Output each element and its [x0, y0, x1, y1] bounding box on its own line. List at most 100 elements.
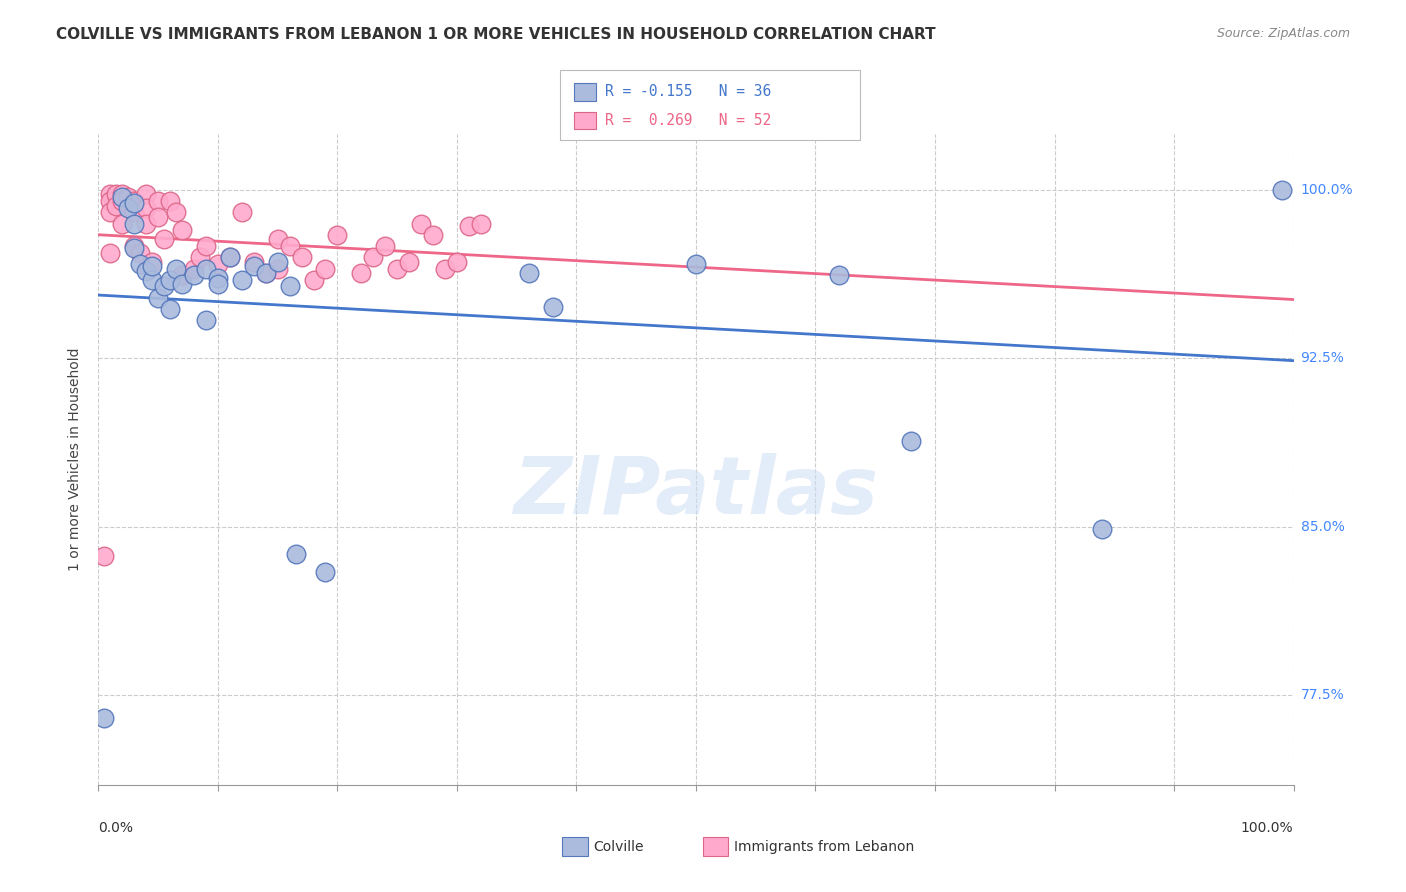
- Text: 100.0%: 100.0%: [1301, 183, 1353, 197]
- Point: [541, 300, 564, 314]
- Text: COLVILLE VS IMMIGRANTS FROM LEBANON 1 OR MORE VEHICLES IN HOUSEHOLD CORRELATION : COLVILLE VS IMMIGRANTS FROM LEBANON 1 OR…: [56, 27, 936, 42]
- Point: [900, 434, 922, 449]
- Point: [141, 273, 163, 287]
- Point: [141, 260, 163, 274]
- Text: 92.5%: 92.5%: [1301, 351, 1344, 366]
- Point: [315, 261, 337, 276]
- Point: [165, 261, 187, 276]
- Point: [284, 547, 307, 561]
- Point: [93, 710, 115, 724]
- Point: [135, 217, 157, 231]
- Point: [105, 187, 128, 202]
- Point: [194, 313, 217, 327]
- Point: [685, 257, 707, 271]
- Point: [98, 245, 122, 260]
- Point: [117, 189, 139, 203]
- Point: [93, 549, 115, 563]
- Point: [159, 301, 181, 316]
- Point: [135, 187, 157, 202]
- Point: [194, 261, 217, 276]
- Text: R = -0.155   N = 36: R = -0.155 N = 36: [605, 85, 770, 99]
- Text: 100.0%: 100.0%: [1241, 821, 1294, 835]
- Point: [315, 565, 337, 579]
- Point: [219, 250, 242, 264]
- Point: [124, 241, 146, 255]
- Point: [267, 232, 290, 246]
- Point: [267, 254, 290, 268]
- Text: ZIPatlas: ZIPatlas: [513, 453, 879, 531]
- Text: Source: ZipAtlas.com: Source: ZipAtlas.com: [1216, 27, 1350, 40]
- Point: [207, 257, 229, 271]
- Point: [124, 194, 146, 209]
- Point: [111, 189, 134, 203]
- Point: [470, 217, 492, 231]
- Point: [159, 194, 181, 209]
- Text: R =  0.269   N = 52: R = 0.269 N = 52: [605, 113, 770, 128]
- Point: [243, 260, 266, 274]
- Point: [302, 273, 325, 287]
- Point: [433, 261, 456, 276]
- Point: [231, 273, 253, 287]
- Point: [148, 210, 170, 224]
- Point: [111, 187, 134, 202]
- Point: [194, 239, 217, 253]
- Point: [188, 250, 211, 264]
- Point: [148, 291, 170, 305]
- Point: [98, 187, 122, 202]
- Point: [517, 266, 540, 280]
- Point: [135, 264, 157, 278]
- Point: [326, 227, 349, 242]
- Point: [267, 261, 290, 276]
- Point: [172, 277, 194, 292]
- Point: [117, 201, 139, 215]
- Point: [350, 266, 373, 280]
- Point: [254, 266, 277, 280]
- Point: [458, 219, 481, 233]
- Point: [111, 194, 134, 209]
- Point: [374, 239, 396, 253]
- Text: Immigrants from Lebanon: Immigrants from Lebanon: [734, 839, 914, 854]
- Point: [254, 266, 277, 280]
- Point: [231, 205, 253, 219]
- Point: [159, 273, 181, 287]
- Point: [105, 199, 128, 213]
- Point: [422, 227, 444, 242]
- Point: [124, 205, 146, 219]
- Point: [207, 270, 229, 285]
- Y-axis label: 1 or more Vehicles in Household: 1 or more Vehicles in Household: [69, 348, 83, 571]
- Point: [219, 250, 242, 264]
- Text: 0.0%: 0.0%: [98, 821, 134, 835]
- Point: [124, 196, 146, 211]
- Point: [398, 254, 420, 268]
- Text: 85.0%: 85.0%: [1301, 520, 1344, 533]
- Point: [98, 194, 122, 209]
- Point: [111, 217, 134, 231]
- Point: [446, 254, 468, 268]
- Point: [828, 268, 851, 283]
- Point: [135, 201, 157, 215]
- Point: [243, 254, 266, 268]
- Point: [183, 268, 205, 283]
- Point: [148, 194, 170, 209]
- Point: [141, 254, 163, 268]
- Point: [124, 239, 146, 253]
- Point: [1271, 183, 1294, 197]
- Point: [363, 250, 385, 264]
- Point: [207, 277, 229, 292]
- Point: [411, 217, 433, 231]
- Point: [153, 232, 176, 246]
- Point: [153, 279, 176, 293]
- Point: [1091, 522, 1114, 536]
- Point: [98, 205, 122, 219]
- Point: [165, 205, 187, 219]
- Point: [278, 279, 301, 293]
- Point: [172, 268, 194, 283]
- Text: Colville: Colville: [593, 839, 644, 854]
- Point: [183, 261, 205, 276]
- Point: [129, 245, 152, 260]
- Point: [124, 217, 146, 231]
- Point: [385, 261, 409, 276]
- Point: [129, 257, 152, 271]
- Point: [172, 223, 194, 237]
- Text: 77.5%: 77.5%: [1301, 688, 1344, 702]
